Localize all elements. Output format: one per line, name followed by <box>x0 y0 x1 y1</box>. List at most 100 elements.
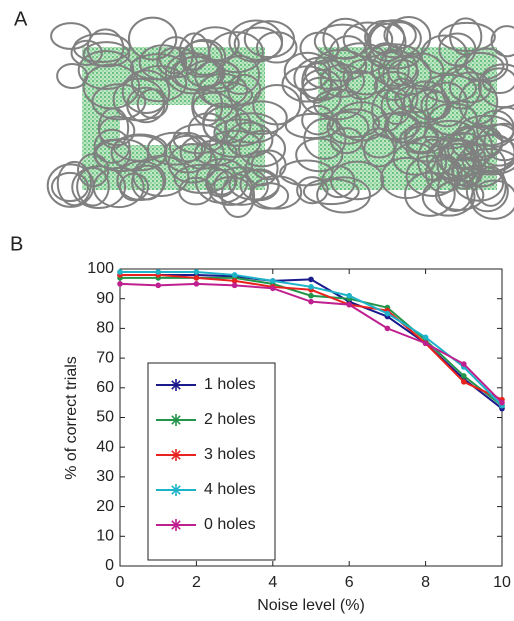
y-tick-label: 20 <box>96 498 114 515</box>
data-point <box>346 301 353 308</box>
data-point <box>308 298 314 305</box>
legend-box <box>147 362 276 561</box>
data-point <box>461 379 467 385</box>
receptive-field <box>50 171 90 203</box>
receptive-field <box>404 125 439 154</box>
receptive-field <box>178 32 210 71</box>
legend-marker <box>170 379 182 391</box>
receptive-field <box>394 84 438 114</box>
data-point <box>422 334 429 341</box>
receptive-field <box>360 127 398 159</box>
receptive-field <box>93 128 131 164</box>
receptive-field <box>76 166 110 207</box>
data-point <box>384 310 391 317</box>
data-point <box>308 276 314 283</box>
receptive-field <box>469 133 514 173</box>
data-point <box>231 272 238 278</box>
y-tick-label: 60 <box>96 379 114 396</box>
receptive-field <box>255 31 298 64</box>
receptive-field <box>167 142 218 184</box>
receptive-field <box>490 106 514 143</box>
legend-label: 3 holes <box>204 446 256 463</box>
legend-marker <box>170 519 182 531</box>
receptive-field <box>233 26 284 61</box>
data-point <box>155 269 161 275</box>
y-tick-label: 40 <box>96 438 114 455</box>
receptive-field <box>234 100 288 135</box>
receptive-field <box>410 88 450 121</box>
data-point <box>384 325 391 332</box>
receptive-field <box>386 15 432 59</box>
receptive-field <box>424 154 463 194</box>
receptive-field <box>416 138 448 181</box>
receptive-field <box>127 16 178 61</box>
receptive-field <box>112 77 165 122</box>
receptive-field <box>70 39 103 66</box>
data-point <box>117 269 123 275</box>
receptive-field <box>71 165 127 210</box>
receptive-field <box>131 65 188 103</box>
y-tick-label: 10 <box>96 528 114 545</box>
receptive-field <box>392 142 437 176</box>
receptive-field <box>367 19 422 59</box>
receptive-field <box>437 166 474 213</box>
data-point <box>270 278 276 284</box>
receptive-field <box>192 91 234 122</box>
receptive-field <box>136 88 169 120</box>
legend-label: 2 holes <box>204 411 256 428</box>
x-tick-label: 10 <box>493 574 511 591</box>
receptive-field <box>208 129 261 158</box>
data-point <box>308 292 314 299</box>
y-tick-label: 50 <box>96 409 114 426</box>
data-point <box>308 284 314 290</box>
receptive-field <box>328 35 368 74</box>
data-point <box>461 361 467 367</box>
data-point <box>346 292 353 299</box>
receptive-field <box>316 176 371 214</box>
legend-marker <box>170 484 182 496</box>
receptive-field <box>98 115 136 147</box>
legend-label: 1 holes <box>204 376 256 393</box>
receptive-field <box>368 22 407 63</box>
receptive-field <box>326 110 370 145</box>
panel-label: A <box>14 8 28 30</box>
receptive-field <box>452 152 484 188</box>
receptive-field <box>438 32 477 67</box>
data-point <box>193 281 200 287</box>
receptive-field <box>205 168 237 198</box>
legend-marker <box>170 414 182 426</box>
receptive-field <box>436 139 487 178</box>
receptive-field <box>425 81 469 128</box>
receptive-field <box>301 104 335 136</box>
receptive-field <box>179 134 225 170</box>
legend-label: 4 holes <box>204 481 256 498</box>
x-tick-label: 4 <box>268 574 277 591</box>
receptive-field <box>367 43 421 70</box>
receptive-field <box>475 123 514 167</box>
receptive-field <box>249 182 290 210</box>
receptive-field <box>238 129 287 168</box>
receptive-field <box>110 134 168 172</box>
receptive-field <box>138 44 188 81</box>
receptive-field <box>213 118 265 147</box>
panel-label: B <box>10 233 23 255</box>
receptive-field <box>380 156 434 200</box>
receptive-field <box>453 164 505 202</box>
receptive-field <box>464 47 509 83</box>
data-point <box>270 285 276 292</box>
x-tick-label: 8 <box>421 574 430 591</box>
data-point <box>117 281 123 287</box>
legend-marker <box>170 449 182 461</box>
receptive-field <box>449 17 483 56</box>
y-tick-label: 100 <box>87 260 114 277</box>
receptive-field <box>329 160 385 201</box>
legend-label: 0 holes <box>204 516 256 533</box>
data-point <box>193 275 200 281</box>
receptive-field <box>328 108 381 139</box>
receptive-field <box>164 51 221 95</box>
x-tick-label: 2 <box>192 574 201 591</box>
receptive-field <box>475 165 507 207</box>
receptive-field <box>172 123 226 155</box>
data-point <box>422 340 429 347</box>
